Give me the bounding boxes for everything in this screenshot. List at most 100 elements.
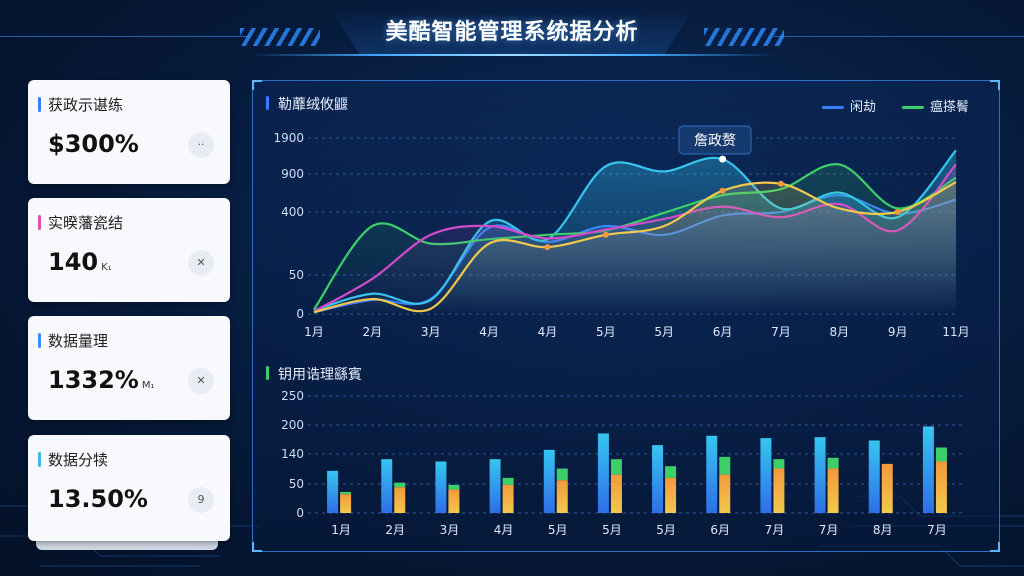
kpi-card[interactable]: 数据量理 1332% M₁ ✕ [28,316,230,420]
bar-blue [652,445,664,513]
legend-item[interactable]: 瘟搽鬌 [902,96,969,115]
series-line [313,181,957,314]
x-tick-label: 1月 [331,523,351,537]
y-tick-label: 0 [296,506,304,520]
bar-orange [502,484,514,513]
bar-blue [597,433,609,513]
data-point [777,180,784,187]
kpi-card[interactable]: 实暌藩瓷结 140 K₁ ✕ [28,198,230,302]
bar-orange [448,489,460,513]
bar-orange [556,480,568,513]
bar-green [394,482,406,488]
kpi-card[interactable]: 数据分犊 13.50% 9 [28,435,230,541]
x-tick-label: 3月 [421,325,441,339]
x-tick-label: 7月 [765,523,785,537]
y-tick-label: 50 [289,268,304,282]
header-decoration-left [240,28,320,46]
x-tick-label: 5月 [596,325,616,339]
x-tick-label: 6月 [710,523,730,537]
card-label: 数据分犊 [48,451,109,469]
card-value-number: $300% [48,130,139,158]
title-plate [330,8,694,54]
card-value-number: 1332% [48,366,139,394]
x-tick-label: 4月 [494,523,514,537]
card-action-button[interactable]: ✕ [188,368,214,394]
x-tick-label: 5月 [548,523,568,537]
card-label: 实暌藩瓷结 [48,214,124,232]
bar-green [827,457,839,469]
x-tick-label: 5月 [602,523,622,537]
line-chart-title: 勒蘼绒攸鼴 [278,97,348,113]
bar-blue [868,440,880,513]
x-tick-label: 8月 [829,325,849,339]
tooltip-box [678,125,752,155]
x-tick-label: 4月 [479,325,499,339]
bar-section-marker [266,366,269,380]
series-area [314,182,956,314]
card-value: 140 K₁ [48,248,112,276]
bar-green [719,456,731,475]
card-accent [38,333,41,348]
bar-blue [435,461,447,513]
x-tick-label: 7月 [927,523,947,537]
panel-corner [990,542,1000,552]
line-chart: 1900 900 400 50 0 詹政赘 1月 2月 3月 4月 4月 5月 5月 6月 7月 8月 9月 11… [273,125,970,339]
bar-green [556,468,568,481]
legend-item[interactable]: 闲劫 [822,96,876,115]
series-line [313,163,957,311]
card-label: 获政示谌练 [48,96,124,114]
x-tick-label: 9月 [888,325,908,339]
x-tick-label: 5月 [654,325,674,339]
bar-blue [760,438,772,513]
card-value-number: 13.50% [48,485,148,513]
legend-swatch [902,106,924,109]
data-point [602,231,609,238]
card-value: $300% [48,130,142,158]
panel-corner [252,542,262,552]
x-tick-label: 7月 [819,523,839,537]
x-tick-label: 6月 [713,325,733,339]
bar-green [610,459,622,475]
card-label: 数据量理 [48,332,109,350]
legend-label: 闲劫 [850,100,877,115]
card-unit: M₁ [141,380,155,391]
header-line-left [0,36,250,37]
kpi-card[interactable]: 获政示谌练 $300% ·· [28,80,230,184]
card-action-button[interactable]: ✕ [188,250,214,276]
bar-green [502,477,514,485]
card-action-button[interactable]: 9 [188,487,214,513]
y-tick-label: 0 [296,307,304,321]
panel-corner [252,80,262,90]
bar-green [340,491,352,495]
y-tick-label: 900 [281,167,304,181]
bar-blue [327,470,339,513]
bar-chart: 250 200 140 50 0 1月 2月 3月 4月 5月 5月 5月 6月 7月 7月 8月 7月 [281,389,966,537]
x-tick-label: 4月 [538,325,558,339]
data-point [544,244,551,251]
card-accent [38,97,41,112]
x-tick-label: 8月 [873,523,893,537]
bar-orange [881,463,893,513]
bar-blue [922,426,934,513]
data-point [894,208,901,215]
card-value: 1332% M₁ [48,366,154,394]
bar-chart-title: 钥用诰理繇賓 [278,367,362,383]
bar-orange [827,468,839,513]
panel-corner [990,80,1000,90]
x-tick-label: 5月 [656,523,676,537]
x-tick-label: 2月 [385,523,405,537]
card-action-button[interactable]: ·· [188,132,214,158]
y-tick-label: 140 [281,447,304,461]
bar-green [773,459,785,469]
tooltip-label: 詹政赘 [694,132,736,149]
x-tick-label: 1月 [304,325,324,339]
legend-label: 瘟搽鬌 [930,100,970,115]
bar-blue [381,459,393,513]
bar-green [935,447,947,462]
header: 美酷智能管理系统据分析 [0,0,1024,62]
data-point [719,187,726,194]
title-underline [250,54,774,56]
x-tick-label: 2月 [363,325,383,339]
highlight-point [719,155,727,163]
bar-blue [706,435,718,513]
